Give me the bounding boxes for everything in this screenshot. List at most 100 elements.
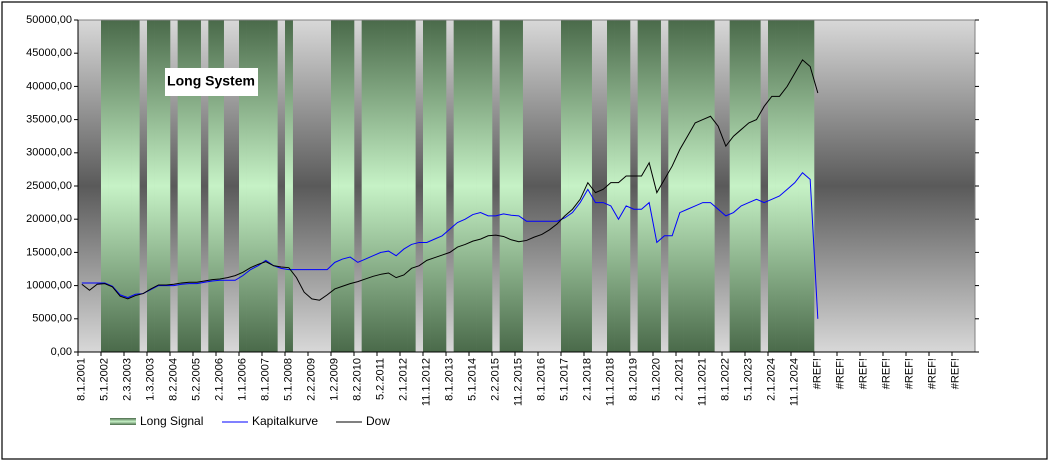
legend: Long Signal Kapitalkurve Dow — [110, 414, 390, 428]
signal-bar — [124, 20, 132, 352]
x-tick-label: 5.2.2005 — [191, 358, 203, 401]
y-tick-label: 35000,00 — [26, 114, 72, 126]
signal-bar — [499, 20, 508, 352]
x-tick-label: 11.1.2024 — [789, 358, 801, 406]
signal-bar — [745, 20, 753, 352]
y-tick-label: 15000,00 — [26, 246, 72, 258]
x-tick-label: 1.1.2006 — [237, 358, 249, 401]
signal-bar — [614, 20, 623, 352]
x-tick-label: #REF! — [835, 358, 847, 389]
signal-bar — [699, 20, 707, 352]
line-layer — [81, 59, 819, 319]
x-tick-label: 5.1.2020 — [651, 358, 663, 401]
x-tick-label: 5.1.2002 — [99, 358, 111, 401]
x-tick-label: #REF! — [858, 358, 870, 389]
x-tick-label: 8.2.2004 — [168, 358, 180, 401]
x-tick-label: 11.1.2021 — [697, 358, 709, 406]
y-tick-label: 20000,00 — [26, 213, 72, 225]
signal-bar — [423, 20, 431, 352]
x-tick-label: #REF! — [950, 358, 962, 389]
y-tick-label: 25000,00 — [26, 180, 72, 192]
signal-bar — [668, 20, 677, 352]
signal-bar — [584, 20, 592, 352]
x-tick-label: 2.1.2006 — [214, 358, 226, 401]
signal-bar — [453, 20, 462, 352]
x-tick-label: 1.3.2003 — [145, 358, 157, 401]
signal-bar — [791, 20, 799, 352]
x-tick-label: 8.1.2007 — [260, 358, 272, 401]
signal-bar — [392, 20, 401, 352]
x-tick-label: 8.1.2001 — [76, 358, 88, 401]
signal-bar — [369, 20, 378, 352]
signal-bar — [729, 20, 738, 352]
legend-label: Long Signal — [140, 414, 203, 428]
signal-bar — [438, 20, 447, 352]
signal-bar — [737, 20, 746, 352]
signal-bar — [254, 20, 263, 352]
x-tick-label: 5.1.2008 — [283, 358, 295, 401]
x-tick-label: #REF! — [927, 358, 939, 389]
signal-bar — [645, 20, 654, 352]
x-tick-label: 2.2.2009 — [306, 358, 318, 401]
signal-bar — [162, 20, 171, 352]
signal-bar — [461, 20, 470, 352]
x-tick-label: #REF! — [812, 358, 824, 389]
y-tick-label: 10000,00 — [26, 280, 72, 292]
signal-bar — [147, 20, 155, 352]
signal-bar — [430, 20, 439, 352]
signal-bar — [507, 20, 516, 352]
signal-bar — [637, 20, 646, 352]
signal-bar — [108, 20, 117, 352]
signal-bar — [331, 20, 339, 352]
y-tick-label: 50000,00 — [26, 14, 72, 26]
signal-bar — [691, 20, 700, 352]
y-tick-label: 40000,00 — [26, 80, 72, 92]
signal-bar — [607, 20, 615, 352]
title-box — [165, 68, 258, 96]
signal-bar — [407, 20, 416, 352]
x-tick-label: 2.2.2015 — [490, 358, 502, 401]
signal-bar — [101, 20, 109, 352]
y-tick-label: 0,00 — [51, 346, 72, 358]
signal-bar — [185, 20, 194, 352]
legend-swatch — [110, 418, 136, 425]
axes: 0,00 5000,00 10000,00 15000,00 20000,00 25000… — [26, 14, 979, 406]
x-tick-label: 8.1.2013 — [444, 358, 456, 401]
x-tick-label: #REF! — [904, 358, 916, 389]
x-tick-label: 11.1.2012 — [421, 358, 433, 406]
signal-bar — [676, 20, 684, 352]
x-tick-label: 2.1.2012 — [398, 358, 410, 401]
signal-bar — [768, 20, 776, 352]
x-tick-label: 8.1.2016 — [536, 358, 548, 401]
x-tick-label: 1.2.2009 — [329, 358, 341, 401]
signal-bar — [484, 20, 493, 352]
x-tick-label: 2.1.2018 — [582, 358, 594, 401]
signal-bar — [752, 20, 761, 352]
x-tick-label: 5.1.2023 — [743, 358, 755, 401]
signal-bar — [384, 20, 393, 352]
series-line — [81, 59, 819, 301]
signal-bar — [131, 20, 140, 352]
x-tick-label: 8.1.2022 — [720, 358, 732, 401]
signal-bar — [798, 20, 807, 352]
bar-layer — [101, 20, 815, 352]
signal-bar — [193, 20, 201, 352]
signal-bar — [775, 20, 784, 352]
x-tick-label: 2.1.2024 — [766, 358, 778, 401]
legend-label: Kapitalkurve — [252, 414, 318, 428]
signal-bar — [400, 20, 408, 352]
y-tick-label: 45000,00 — [26, 47, 72, 59]
signal-bar — [576, 20, 585, 352]
signal-bar — [377, 20, 385, 352]
signal-bar — [177, 20, 186, 352]
signal-bar — [154, 20, 163, 352]
signal-bar — [208, 20, 217, 352]
signal-bar — [239, 20, 247, 352]
x-tick-label: 5.2.2011 — [375, 358, 387, 400]
signal-bar — [653, 20, 661, 352]
x-tick-label: 11.1.2018 — [605, 358, 617, 406]
x-tick-label: 8.1.2019 — [628, 358, 640, 401]
signal-bar — [476, 20, 485, 352]
x-tick-label: 5.1.2017 — [559, 358, 571, 401]
legend-label: Dow — [366, 414, 390, 428]
